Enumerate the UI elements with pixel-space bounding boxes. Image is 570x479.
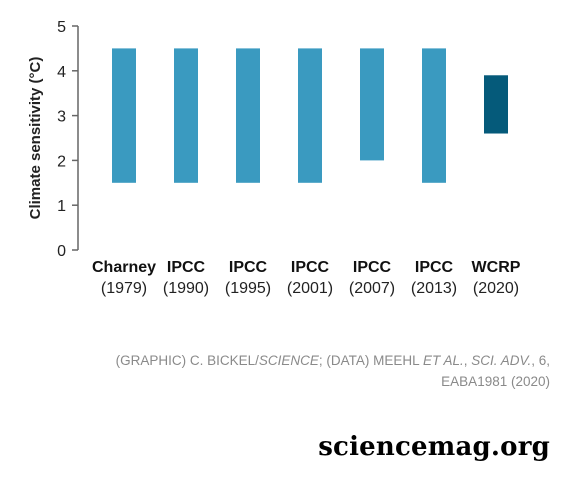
x-category-year: (2013) xyxy=(411,280,457,297)
x-axis-labels: Charney (1979) IPCC (1990) IPCC (1995) IPCC (20… xyxy=(92,259,521,297)
y-tick-label: 3 xyxy=(57,109,66,126)
y-axis-label: Climate sensitivity (°C) xyxy=(27,57,44,220)
x-category-year: (2020) xyxy=(473,280,519,297)
x-category-year: (2001) xyxy=(287,280,333,297)
x-category-name: IPCC xyxy=(415,259,454,276)
x-category-year: (1990) xyxy=(163,280,209,297)
credit-line: (GRAPHIC) C. BICKEL/SCIENCE; (DATA) MEEH… xyxy=(30,350,550,392)
y-tick-label: 0 xyxy=(57,243,66,260)
range-bar xyxy=(360,48,384,161)
range-bar xyxy=(112,48,136,183)
x-category-year: (1995) xyxy=(225,280,271,297)
x-category-name: Charney xyxy=(92,259,156,276)
credit-line-2: EABA1981 (2020) xyxy=(441,374,550,389)
range-bar xyxy=(174,48,198,183)
x-category-name: IPCC xyxy=(167,259,206,276)
x-category-name: IPCC xyxy=(353,259,392,276)
climate-sensitivity-chart: 0 1 2 3 4 5 Charney (1979) IPCC (1990) IPCC (1995)… xyxy=(27,19,521,297)
bars xyxy=(112,48,508,183)
y-tick-label: 2 xyxy=(57,153,66,170)
x-category-year: (2007) xyxy=(349,280,395,297)
y-tick-label: 5 xyxy=(57,19,66,36)
x-category-name: IPCC xyxy=(291,259,330,276)
range-bar xyxy=(484,75,508,134)
x-category-name: IPCC xyxy=(229,259,268,276)
brand-url: sciencemag.org xyxy=(318,432,550,462)
credit-line-1: (GRAPHIC) C. BICKEL/SCIENCE; (DATA) MEEH… xyxy=(115,353,550,368)
y-axis: 0 1 2 3 4 5 xyxy=(57,19,79,260)
y-tick-label: 4 xyxy=(57,64,66,81)
x-category-year: (1979) xyxy=(101,280,147,297)
range-bar xyxy=(236,48,260,183)
y-tick-label: 1 xyxy=(57,198,66,215)
range-bar xyxy=(298,48,322,183)
x-category-name: WCRP xyxy=(472,259,521,276)
range-bar xyxy=(422,48,446,183)
